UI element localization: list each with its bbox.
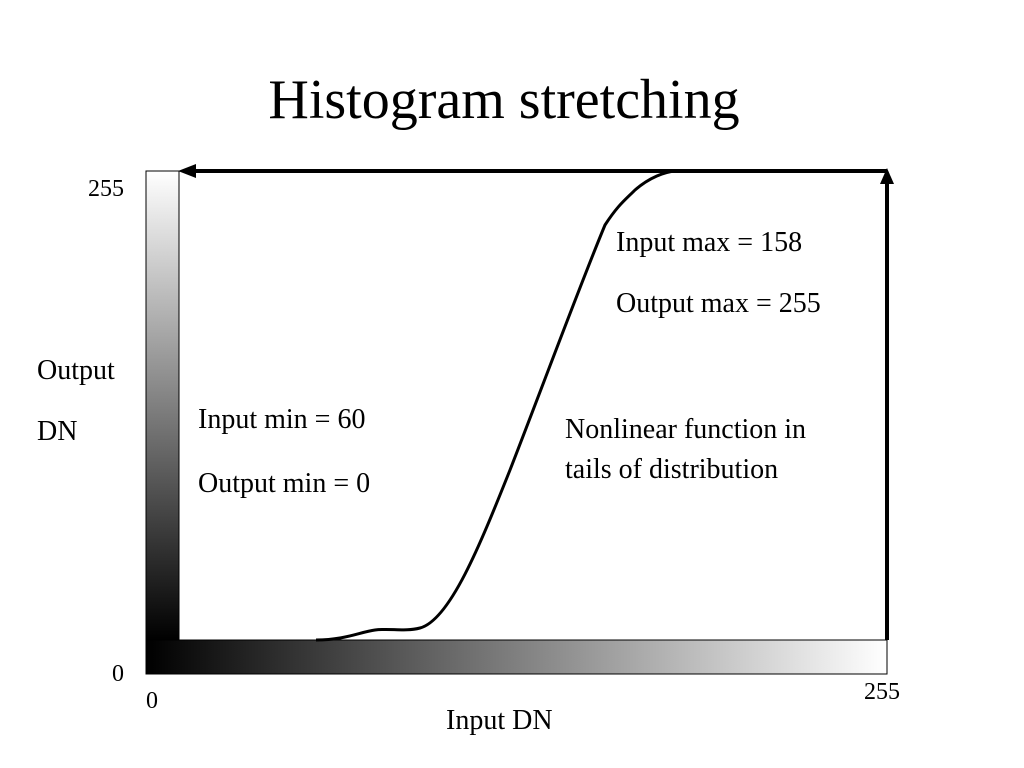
input-min-label: Input min = 60 (198, 406, 365, 434)
x-tick-min: 0 (146, 689, 158, 713)
output-gradient-bar (146, 171, 179, 640)
output-min-label: Output min = 0 (198, 470, 370, 498)
y-axis-label-line2: DN (37, 418, 77, 446)
y-tick-min: 0 (112, 662, 124, 686)
output-max-label: Output max = 255 (616, 290, 821, 318)
x-tick-max: 255 (864, 680, 900, 704)
y-axis-label-line1: Output (37, 357, 115, 385)
output-max-arrowhead (178, 164, 196, 178)
nonlinear-note: Nonlinear function in tails of distribut… (565, 410, 835, 490)
page-title: Histogram stretching (0, 72, 1008, 128)
input-gradient-bar (146, 640, 887, 674)
y-tick-max: 255 (88, 177, 124, 201)
input-max-label: Input max = 158 (616, 229, 802, 257)
x-axis-label: Input DN (446, 707, 553, 735)
